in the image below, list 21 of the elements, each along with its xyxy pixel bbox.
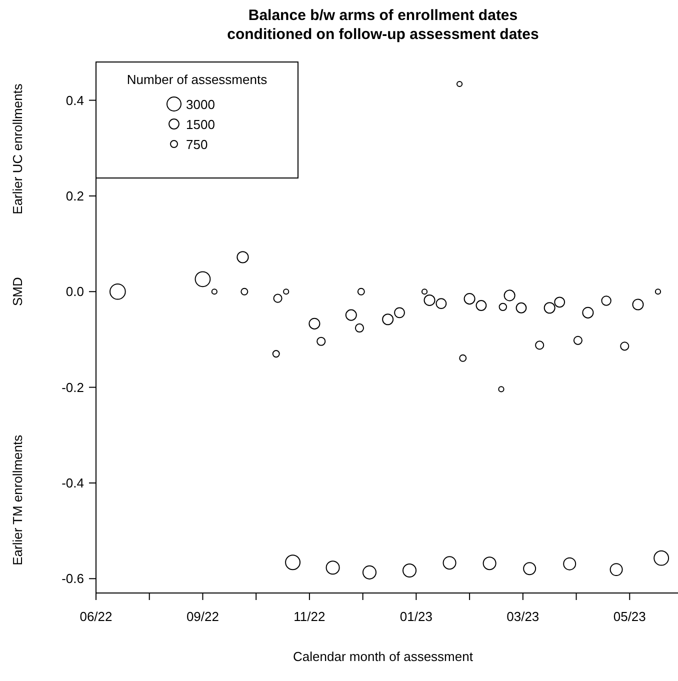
y-tick-label: 0.4 bbox=[66, 92, 84, 108]
y-tick-label: -0.6 bbox=[62, 571, 84, 586]
x-tick-label: 05/23 bbox=[613, 609, 646, 624]
legend-label: 3000 bbox=[186, 97, 215, 112]
text: Earlier UC enrollments bbox=[10, 83, 25, 214]
x-tick-label: 01/23 bbox=[400, 609, 432, 624]
text: Earlier TM enrollments bbox=[10, 434, 25, 566]
y-axis-title: SMD bbox=[10, 277, 25, 306]
x-tick-label: 06/22 bbox=[80, 609, 112, 624]
y-tick-label: -0.4 bbox=[62, 475, 84, 490]
x-tick-label: 11/22 bbox=[294, 609, 326, 624]
x-tick-label: 09/22 bbox=[186, 609, 219, 624]
chart-title: Balance b/w arms of enrollment dates conditioned on follow-up assessment dates bbox=[227, 7, 539, 43]
x-tick-label: 03/23 bbox=[506, 609, 540, 624]
x-axis-title: Calendar month of assessment bbox=[293, 649, 474, 664]
y-tick-label: -0.2 bbox=[62, 380, 84, 395]
legend-label: 1500 bbox=[186, 117, 215, 132]
y-tick-label: 0.0 bbox=[66, 284, 84, 300]
y-tick-label: 0.2 bbox=[66, 188, 84, 204]
legend-label: 750 bbox=[186, 137, 208, 152]
legend-title: Number of assessments bbox=[126, 72, 268, 87]
